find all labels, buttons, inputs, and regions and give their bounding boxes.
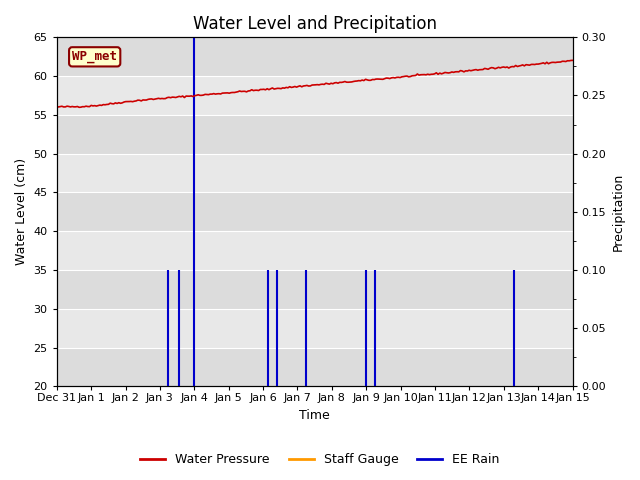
Bar [57,192,573,231]
Bar [57,348,573,386]
Bar [57,270,573,309]
Y-axis label: Precipitation: Precipitation [612,173,625,251]
Bar [57,231,573,270]
Bar [57,154,573,192]
Legend: Water Pressure, Staff Gauge, EE Rain: Water Pressure, Staff Gauge, EE Rain [136,448,504,471]
Bar [57,76,573,115]
Bar [57,37,573,76]
Bar [57,309,573,348]
X-axis label: Time: Time [300,409,330,422]
Bar [57,115,573,154]
Y-axis label: Water Level (cm): Water Level (cm) [15,158,28,265]
Text: WP_met: WP_met [72,50,117,63]
Title: Water Level and Precipitation: Water Level and Precipitation [193,15,436,33]
